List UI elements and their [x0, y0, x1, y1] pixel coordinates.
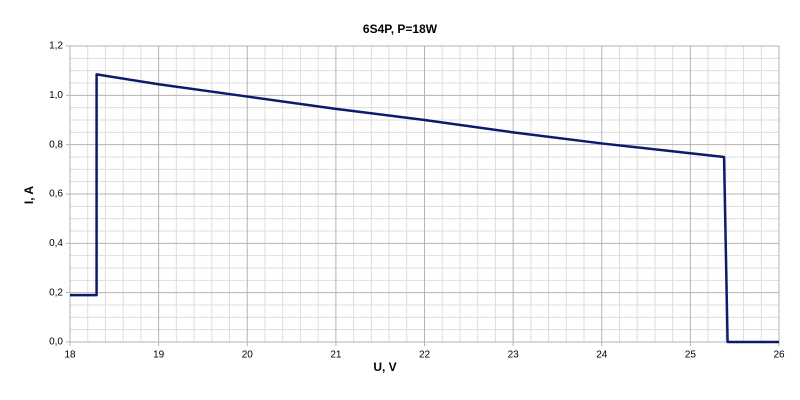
y-tick-label: 0,4 [49, 238, 63, 249]
y-tick-label: 1,0 [49, 90, 63, 101]
grid [66, 45, 780, 346]
y-tick-label: 0,2 [49, 287, 63, 298]
x-tick-label: 22 [419, 350, 431, 361]
x-tick-label: 25 [685, 350, 697, 361]
x-tick-label: 23 [508, 350, 520, 361]
x-tick-label: 20 [242, 350, 254, 361]
x-axis-label: U, V [373, 360, 396, 374]
x-tick-label: 18 [64, 350, 76, 361]
chart-title: 6S4P, P=18W [363, 22, 438, 36]
y-tick-label: 0,8 [49, 139, 63, 150]
y-tick-label: 0,6 [49, 189, 63, 200]
y-tick-label: 1,2 [49, 41, 63, 52]
plot [70, 73, 779, 344]
x-tick-label: 21 [330, 350, 342, 361]
y-tick-label: 0,0 [49, 337, 63, 348]
x-tick-label: 24 [596, 350, 608, 361]
x-tick-label: 26 [773, 350, 785, 361]
data-line [70, 73, 779, 344]
x-tick-label: 19 [153, 350, 165, 361]
plot-border [69, 45, 780, 343]
y-axis-label: I, A [22, 186, 36, 205]
